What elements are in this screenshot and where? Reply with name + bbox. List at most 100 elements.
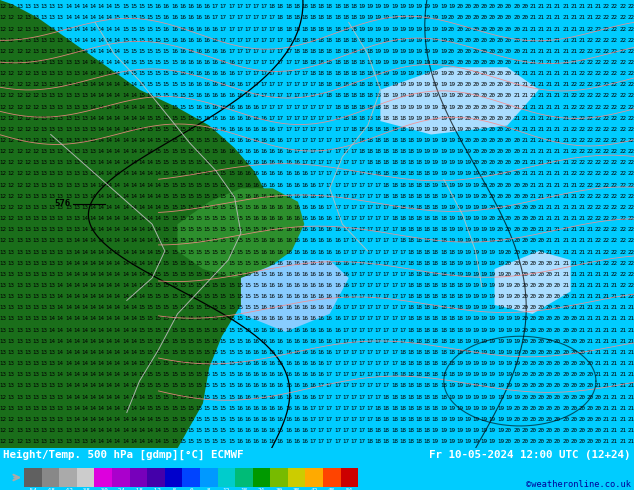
Text: 17: 17: [358, 239, 365, 244]
Text: 16: 16: [252, 361, 259, 366]
Text: 17: 17: [220, 4, 227, 9]
Text: 22: 22: [578, 149, 585, 154]
Text: 14: 14: [155, 183, 162, 188]
Text: 12: 12: [24, 49, 31, 54]
Text: 22: 22: [586, 82, 593, 87]
Text: 20: 20: [464, 104, 471, 110]
Text: 18: 18: [424, 417, 430, 422]
Text: 15: 15: [187, 383, 194, 389]
Text: 19: 19: [432, 4, 439, 9]
Text: 22: 22: [627, 104, 634, 110]
Text: 18: 18: [432, 261, 439, 266]
Text: 15: 15: [228, 261, 235, 266]
Text: 19: 19: [440, 183, 447, 188]
Text: 13: 13: [49, 82, 56, 87]
Text: 19: 19: [440, 205, 447, 210]
Text: 19: 19: [440, 149, 447, 154]
Text: 19: 19: [391, 15, 398, 21]
Text: 15: 15: [212, 227, 219, 232]
Text: 20: 20: [529, 328, 536, 333]
Text: 21: 21: [578, 205, 585, 210]
Text: 17: 17: [252, 49, 259, 54]
Text: 14: 14: [81, 328, 88, 333]
Text: 21: 21: [554, 172, 561, 176]
Text: 19: 19: [456, 406, 463, 411]
Text: 21: 21: [578, 305, 585, 310]
Text: 20: 20: [489, 149, 496, 154]
Text: 15: 15: [146, 127, 153, 132]
Text: 16: 16: [212, 71, 219, 76]
Text: 19: 19: [497, 272, 504, 277]
Text: 16: 16: [301, 283, 308, 288]
Text: 18: 18: [391, 394, 398, 399]
Text: 14: 14: [106, 249, 113, 254]
Text: 22: 22: [627, 71, 634, 76]
Text: 15: 15: [138, 15, 145, 21]
Text: 15: 15: [261, 261, 268, 266]
Text: 15: 15: [138, 317, 145, 321]
Text: 19: 19: [391, 71, 398, 76]
Text: 17: 17: [350, 439, 357, 444]
Text: 18: 18: [375, 116, 382, 121]
Text: 19: 19: [481, 216, 488, 221]
Text: 19: 19: [497, 283, 504, 288]
Text: 21: 21: [627, 317, 634, 321]
Text: 15: 15: [155, 305, 162, 310]
Text: 15: 15: [212, 417, 219, 422]
Text: 17: 17: [342, 428, 349, 433]
Text: 16: 16: [228, 94, 235, 98]
Text: 15: 15: [163, 172, 170, 176]
Text: 18: 18: [407, 372, 414, 377]
Text: 15: 15: [212, 394, 219, 399]
Text: 13: 13: [65, 183, 72, 188]
Text: 16: 16: [244, 339, 251, 344]
Text: 21: 21: [570, 216, 578, 221]
Text: 20: 20: [505, 205, 512, 210]
Text: 20: 20: [489, 172, 496, 176]
Text: 18: 18: [342, 60, 349, 65]
Text: 22: 22: [578, 49, 585, 54]
Text: 13: 13: [32, 4, 39, 9]
Text: 16: 16: [204, 116, 210, 121]
Text: 15: 15: [187, 272, 194, 277]
Text: 16: 16: [236, 160, 243, 165]
Text: 12: 12: [0, 82, 7, 87]
Text: 21: 21: [521, 127, 528, 132]
Text: 21: 21: [603, 350, 610, 355]
Text: 16: 16: [261, 294, 268, 299]
Text: 18: 18: [391, 172, 398, 176]
Text: 22: 22: [586, 60, 593, 65]
Text: 13: 13: [56, 249, 64, 254]
Text: 15: 15: [163, 82, 170, 87]
Text: 13: 13: [16, 428, 23, 433]
Text: 20: 20: [481, 82, 488, 87]
Text: 15: 15: [171, 127, 178, 132]
Text: 17: 17: [318, 383, 325, 389]
Text: 16: 16: [293, 383, 300, 389]
Text: 17: 17: [318, 116, 325, 121]
Text: 17: 17: [342, 328, 349, 333]
Text: 18: 18: [334, 60, 341, 65]
Text: 18: 18: [375, 406, 382, 411]
Text: 21: 21: [619, 350, 626, 355]
Text: 19: 19: [472, 394, 479, 399]
Text: 15: 15: [228, 205, 235, 210]
Text: 20: 20: [546, 283, 553, 288]
Text: 19: 19: [464, 428, 471, 433]
Text: 19: 19: [464, 339, 471, 344]
Text: 14: 14: [98, 160, 105, 165]
Text: 19: 19: [383, 38, 390, 43]
Text: 19: 19: [513, 372, 521, 377]
Text: 13: 13: [49, 372, 56, 377]
Text: 20: 20: [505, 216, 512, 221]
Text: 15: 15: [163, 249, 170, 254]
Text: 20: 20: [505, 249, 512, 254]
Text: 17: 17: [252, 15, 259, 21]
Text: 18: 18: [399, 227, 406, 232]
Text: 21: 21: [521, 172, 528, 176]
Text: 20: 20: [513, 160, 521, 165]
Text: 13: 13: [32, 26, 39, 31]
Text: 15: 15: [187, 227, 194, 232]
Text: 20: 20: [481, 26, 488, 31]
Text: 21: 21: [570, 38, 578, 43]
